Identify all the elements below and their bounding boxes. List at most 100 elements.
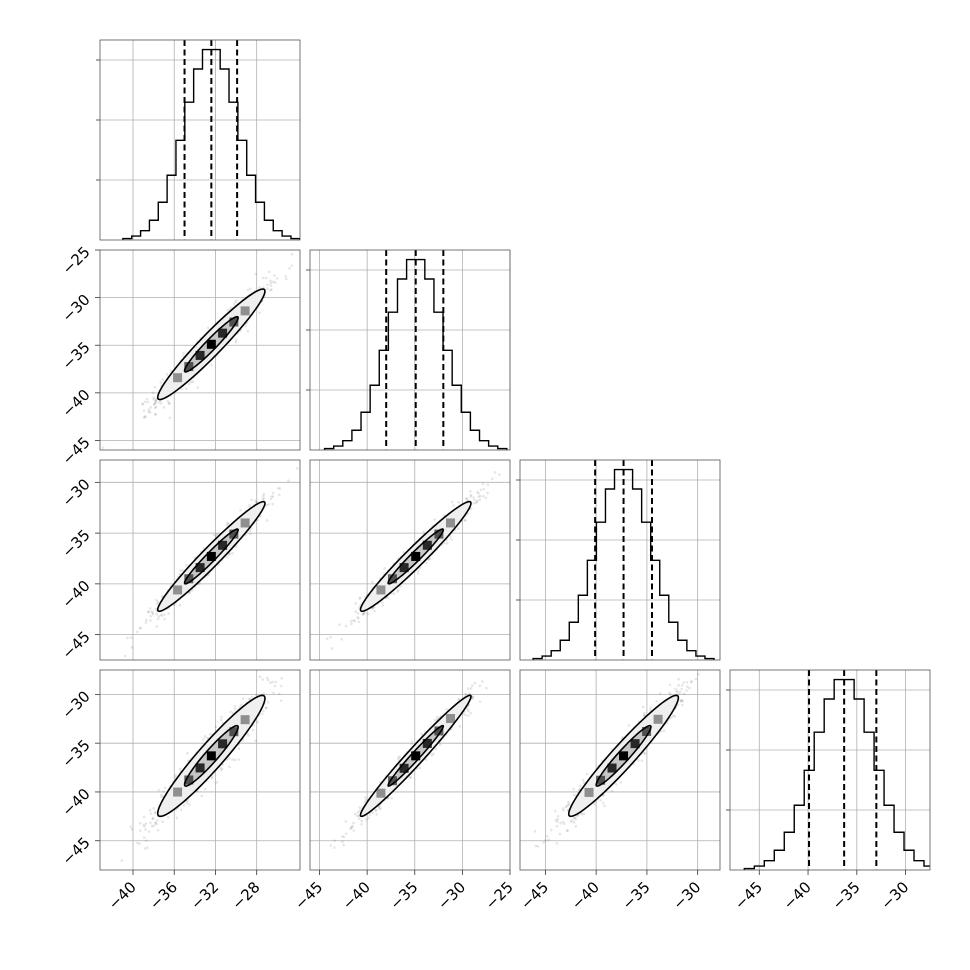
- sample-point: [188, 592, 191, 595]
- panel-3-2: −45 −40 −35 −30: [517, 669, 721, 913]
- sample-point: [186, 751, 189, 755]
- density-cell: [206, 751, 216, 761]
- sample-point: [152, 807, 155, 810]
- sample-point: [160, 614, 164, 618]
- sample-point: [470, 684, 474, 687]
- sample-point: [266, 283, 269, 287]
- sample-point: [145, 397, 149, 401]
- sample-point: [152, 396, 156, 399]
- density-cell: [388, 776, 398, 786]
- sample-point: [168, 402, 171, 406]
- y-tick-label: −35: [59, 338, 94, 373]
- y-tick-label: −40: [59, 577, 94, 612]
- sample-point: [203, 735, 207, 738]
- sample-point: [284, 277, 288, 281]
- sample-point: [340, 638, 343, 641]
- sample-point: [264, 276, 268, 280]
- sample-point: [486, 491, 489, 495]
- sample-point: [237, 758, 241, 761]
- sample-point: [179, 569, 182, 572]
- sample-point: [478, 700, 482, 703]
- sample-point: [256, 518, 260, 522]
- sample-point: [143, 400, 147, 404]
- sample-point: [226, 308, 230, 312]
- sample-point: [466, 497, 469, 501]
- sample-point: [471, 695, 474, 699]
- sample-point: [360, 819, 364, 823]
- sample-point: [189, 380, 193, 384]
- sample-point: [505, 656, 508, 659]
- sample-point: [669, 693, 672, 696]
- sample-point: [341, 840, 344, 844]
- sample-point: [464, 519, 467, 522]
- sample-point: [468, 692, 471, 696]
- sample-point: [329, 844, 333, 847]
- sample-point: [269, 288, 272, 292]
- sample-point: [154, 822, 157, 825]
- y-tick-label: −30: [59, 687, 94, 722]
- sample-point: [249, 287, 252, 291]
- sample-point: [463, 519, 467, 522]
- sample-point: [344, 819, 348, 823]
- sample-point: [139, 626, 143, 630]
- sample-point: [315, 870, 318, 873]
- x-tick-label: −28: [228, 878, 263, 913]
- sample-point: [156, 602, 159, 606]
- sample-point: [262, 494, 265, 498]
- sample-point: [270, 495, 273, 499]
- sample-point: [167, 612, 170, 615]
- sample-point: [570, 819, 574, 822]
- sample-point: [157, 401, 161, 404]
- density-cell: [446, 518, 456, 528]
- sample-point: [144, 839, 148, 843]
- sample-point: [397, 756, 400, 760]
- sample-point: [350, 622, 353, 626]
- sample-point: [154, 413, 157, 416]
- sample-point: [268, 681, 272, 684]
- density-cell: [240, 306, 250, 316]
- sample-point: [165, 373, 169, 376]
- sample-point: [379, 807, 383, 810]
- sample-point: [361, 613, 365, 616]
- sample-point: [367, 816, 370, 820]
- sample-point: [371, 811, 374, 814]
- sample-point: [229, 710, 232, 714]
- sample-point: [279, 699, 283, 702]
- sample-point: [185, 801, 189, 805]
- contour-1sigma: [183, 528, 239, 585]
- sample-point: [619, 781, 623, 784]
- sample-point: [438, 743, 442, 746]
- sample-point: [160, 793, 163, 797]
- sample-point: [451, 504, 455, 507]
- sample-point: [149, 614, 152, 618]
- sample-point: [220, 715, 223, 719]
- sample-point: [287, 479, 290, 482]
- sample-point: [167, 401, 171, 405]
- x-tick-label: −32: [187, 878, 222, 913]
- sample-point: [396, 590, 399, 593]
- sample-point: [344, 832, 348, 835]
- sample-point: [138, 842, 141, 845]
- sample-point: [602, 794, 605, 797]
- sample-point: [381, 604, 385, 607]
- sample-point: [476, 499, 479, 502]
- density-cell: [434, 726, 444, 736]
- sample-point: [271, 502, 274, 506]
- sample-point: [498, 473, 501, 476]
- panel-frame: [309, 459, 511, 661]
- sample-point: [278, 487, 282, 490]
- sample-point: [159, 381, 163, 384]
- sample-point: [350, 619, 353, 623]
- sample-point: [246, 288, 250, 292]
- sample-point: [148, 809, 152, 812]
- sample-point: [418, 766, 421, 770]
- sample-point: [143, 415, 147, 418]
- sample-point: [362, 613, 365, 616]
- sample-point: [350, 826, 353, 830]
- sample-point: [677, 692, 680, 696]
- density-cell: [173, 787, 183, 797]
- sample-point: [138, 627, 142, 630]
- sample-point: [265, 676, 269, 680]
- sample-point: [178, 767, 182, 771]
